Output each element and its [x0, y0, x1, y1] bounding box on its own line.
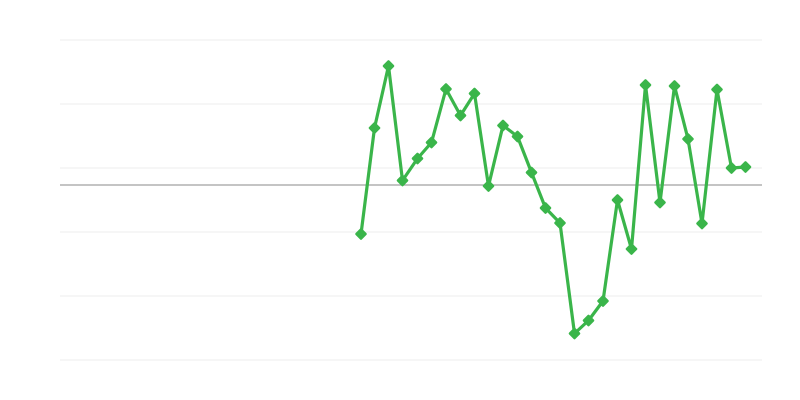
- data-point-marker: [497, 119, 509, 132]
- data-point-marker: [425, 136, 438, 149]
- data-point-marker: [725, 162, 738, 174]
- data-point-marker: [411, 152, 424, 165]
- data-point-marker: [625, 243, 638, 255]
- data-point-marker: [382, 60, 395, 72]
- data-point-marker: [739, 161, 752, 173]
- series-line: [359, 64, 748, 336]
- data-point-marker: [682, 133, 694, 145]
- data-point-marker: [711, 83, 723, 96]
- data-point-marker: [568, 327, 581, 340]
- data-point-marker: [511, 130, 524, 143]
- data-point-marker: [611, 194, 624, 206]
- data-point-marker: [639, 79, 652, 91]
- data-point-marker: [482, 180, 495, 192]
- data-point-marker: [582, 314, 595, 327]
- data-point-marker: [454, 109, 467, 122]
- data-point-marker: [539, 202, 552, 214]
- data-point-marker: [696, 217, 708, 230]
- data-point-marker: [396, 174, 409, 187]
- data-point-marker: [468, 87, 481, 100]
- data-point-marker: [554, 217, 566, 229]
- data-point-marker: [668, 80, 681, 92]
- series-markers: [355, 60, 752, 340]
- data-point-marker: [355, 228, 367, 240]
- data-point-marker: [368, 122, 381, 134]
- data-point-marker: [597, 295, 609, 307]
- data-point-marker: [525, 166, 538, 179]
- data-point-marker: [654, 196, 666, 209]
- data-point-marker: [440, 83, 452, 95]
